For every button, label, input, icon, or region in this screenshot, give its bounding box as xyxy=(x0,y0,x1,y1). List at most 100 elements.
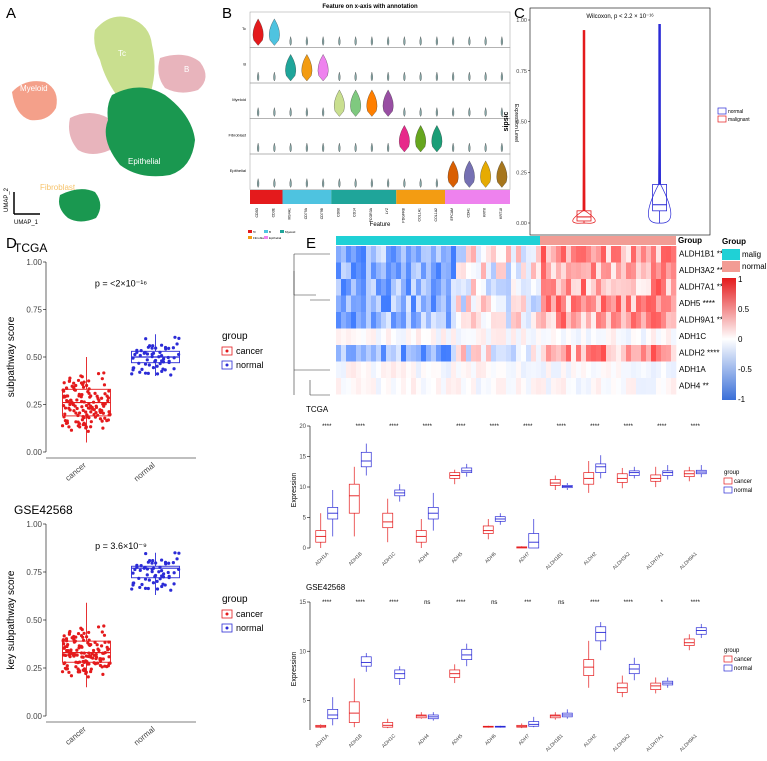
heatmap-cell xyxy=(581,262,587,279)
heatmap-cell xyxy=(451,345,457,362)
heatmap-cell xyxy=(341,295,347,312)
heatmap-cell xyxy=(556,328,562,345)
data-point xyxy=(84,659,88,663)
legend-label: normal xyxy=(236,360,264,370)
heatmap-cell xyxy=(656,361,662,378)
data-point xyxy=(143,362,148,366)
heatmap-cell xyxy=(641,262,647,279)
heatmap-cell xyxy=(601,246,607,263)
violin-row-frame xyxy=(249,11,511,48)
violin-shape xyxy=(468,71,471,82)
data-point xyxy=(130,372,134,376)
data-point xyxy=(169,588,173,592)
heatmap-cell xyxy=(456,312,462,329)
heatmap-cell xyxy=(556,279,562,296)
data-point xyxy=(98,408,102,412)
heatmap-cell xyxy=(476,361,482,378)
heatmap-cell xyxy=(606,328,612,345)
heatmap-cell xyxy=(401,279,407,296)
heatmap-cell xyxy=(631,328,637,345)
violin-shape xyxy=(289,36,292,46)
heatmap-cell xyxy=(651,378,657,395)
heatmap-cell xyxy=(616,378,622,395)
box-body xyxy=(683,638,695,646)
data-point xyxy=(107,389,111,393)
significance-label: **** xyxy=(322,600,332,606)
heatmap-cell xyxy=(606,279,612,296)
violin-shape xyxy=(403,178,406,188)
heatmap-cell xyxy=(451,262,457,279)
heatmap-cell xyxy=(591,246,597,263)
data-point xyxy=(66,394,70,398)
heatmap-cell xyxy=(461,328,467,345)
heatmap-cell xyxy=(426,378,432,395)
heatmap-cell xyxy=(436,295,442,312)
y-tick-label: 10 xyxy=(299,649,306,655)
x-tick-label: ALDH1B1 xyxy=(545,551,565,571)
heatmap-cell xyxy=(361,262,367,279)
legend-title: group xyxy=(222,331,248,342)
heatmap-cell xyxy=(541,246,547,263)
data-point xyxy=(65,664,69,668)
heatmap-cell xyxy=(476,312,482,329)
heatmap-cell xyxy=(336,312,342,329)
heatmap-cell xyxy=(431,328,437,345)
significance-label: **** xyxy=(624,424,634,430)
violin-shape xyxy=(317,54,329,82)
significance-label: * xyxy=(661,600,664,606)
data-point xyxy=(91,656,95,660)
data-point xyxy=(96,396,100,401)
data-point xyxy=(155,579,159,583)
violin-shape xyxy=(484,36,487,46)
heatmap-cell xyxy=(441,361,447,378)
heatmap-cell xyxy=(396,328,402,345)
heatmap-cell xyxy=(611,361,617,378)
heatmap-cell xyxy=(411,295,417,312)
heatmap-row-label: ALDH2 **** xyxy=(679,349,719,358)
data-point xyxy=(65,649,69,653)
violin-shape xyxy=(419,71,422,82)
data-point xyxy=(82,380,86,384)
heatmap-cell xyxy=(506,262,512,279)
heatmap-cell xyxy=(646,361,652,378)
violin-shape xyxy=(480,160,491,188)
data-point xyxy=(100,630,104,634)
heatmap-cell xyxy=(351,312,357,329)
heatmap-cell xyxy=(346,246,352,263)
heatmap-row-label: ALDH1B1 **** xyxy=(679,250,729,259)
panel-e-gse: GSE4256851015Expression****ADH1A****ADH1… xyxy=(291,583,752,753)
data-point xyxy=(81,655,85,659)
heatmap-cell xyxy=(451,378,457,395)
heatmap-cell xyxy=(556,246,562,263)
heatmap-cell xyxy=(621,262,627,279)
data-point xyxy=(72,409,76,413)
heatmap-cell xyxy=(661,361,667,378)
heatmap-cell xyxy=(651,262,657,279)
heatmap-cell xyxy=(451,246,457,263)
significance-label: **** xyxy=(356,424,366,430)
panel-d-tcga: TCGA 0.00 0.25 0.50 0.75 1.00 subpathway score… xyxy=(6,241,264,483)
heatmap-cell xyxy=(541,295,547,312)
heatmap-cell xyxy=(376,378,382,395)
box-body xyxy=(360,656,372,667)
data-point xyxy=(130,587,134,591)
heatmap-cell xyxy=(631,378,637,395)
data-point xyxy=(138,353,142,358)
heatmap-cell xyxy=(526,361,532,378)
data-point xyxy=(62,634,66,638)
heatmap-cell xyxy=(661,328,667,345)
data-point xyxy=(62,395,66,399)
x-tick-label: ADH1B xyxy=(348,733,365,750)
heatmap-cell xyxy=(356,328,362,345)
heatmap-cell xyxy=(466,328,472,345)
data-point xyxy=(96,413,100,417)
heatmap-cell xyxy=(466,378,472,395)
data-point xyxy=(162,357,166,361)
box-body xyxy=(348,701,360,723)
data-point xyxy=(94,655,99,659)
data-point xyxy=(76,424,80,428)
heatmap-cell xyxy=(536,378,542,395)
heatmap-cell xyxy=(456,295,462,312)
heatmap-cell xyxy=(546,262,552,279)
